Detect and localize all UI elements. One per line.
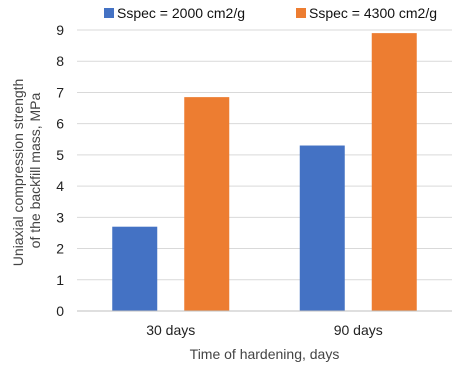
x-tick-label: 30 days — [146, 322, 195, 338]
legend: Sspec = 2000 cm2/g Sspec = 4300 cm2/g — [104, 5, 437, 21]
bar — [371, 33, 417, 311]
y-tick-label: 3 — [56, 209, 64, 225]
y-tick-label: 6 — [56, 116, 64, 132]
legend-swatch — [296, 8, 306, 18]
x-tick-label: 90 days — [334, 322, 383, 338]
y-tick-label: 5 — [56, 147, 64, 163]
y-tick-label: 7 — [56, 84, 64, 100]
y-tick-label: 9 — [56, 22, 64, 38]
bar — [112, 226, 158, 311]
y-tick-label: 8 — [56, 53, 64, 69]
y-axis-title-line-1: Uniaxial compression strength — [10, 79, 26, 267]
legend-swatch — [104, 8, 114, 18]
y-tick-label: 4 — [56, 178, 64, 194]
y-tick-label: 0 — [56, 303, 64, 319]
x-axis-title: Time of hardening, days — [190, 346, 340, 362]
y-tick-label: 2 — [56, 241, 64, 257]
y-axis-title: Uniaxial compression strength of the bac… — [10, 75, 43, 266]
y-axis-ticks: 0 1 2 3 4 5 6 7 8 9 — [56, 22, 64, 319]
legend-label: Sspec = 4300 cm2/g — [309, 5, 437, 21]
bars — [112, 33, 417, 311]
bar — [184, 97, 230, 311]
y-axis-title-line-2: of the backfill mass, MPa — [27, 92, 43, 248]
legend-label: Sspec = 2000 cm2/g — [117, 5, 245, 21]
x-axis-ticks: 30 days 90 days — [146, 322, 383, 338]
y-tick-label: 1 — [56, 272, 64, 288]
bar — [299, 145, 345, 311]
